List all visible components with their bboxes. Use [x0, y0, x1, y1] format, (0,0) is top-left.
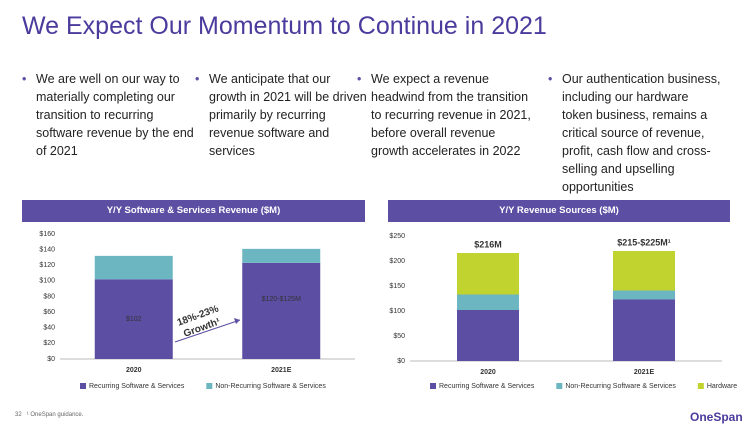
y-tick-label: $100 — [389, 308, 405, 315]
legend-swatch — [556, 383, 563, 389]
legend-label: Recurring Software & Services — [89, 383, 185, 390]
legend-swatch — [697, 383, 704, 389]
value-label: $102 — [126, 316, 142, 323]
legend-label: Non-Recurring Software & Services — [215, 383, 326, 390]
y-tick-label: $40 — [43, 325, 55, 332]
bullet: We expect a revenue headwind from the tr… — [357, 70, 531, 160]
bar-segment — [457, 253, 519, 295]
y-tick-label: $160 — [39, 231, 55, 238]
bar-segment — [613, 290, 675, 300]
x-tick-label: 2021E — [634, 369, 655, 376]
x-tick-label: 2020 — [126, 367, 142, 374]
legend-label: Non-Recurring Software & Services — [565, 383, 676, 390]
chart-title: Y/Y Revenue Sources ($M) — [388, 200, 730, 222]
annotation: $120-$125M — [262, 296, 301, 303]
legend-swatch — [80, 383, 86, 389]
x-tick-label: 2020 — [480, 369, 496, 376]
y-tick-label: $140 — [39, 246, 55, 253]
legend-label: Recurring Software & Services — [439, 383, 535, 390]
bullet: We anticipate that our growth in 2021 wi… — [195, 70, 369, 160]
y-tick-label: $200 — [389, 258, 405, 265]
y-tick-label: $0 — [47, 356, 55, 363]
y-tick-label: $100 — [39, 278, 55, 285]
total-label: $216M — [474, 239, 502, 249]
y-tick-label: $20 — [43, 340, 55, 347]
bullet: Our authentication business, including o… — [548, 70, 722, 196]
total-label: $215-$225M¹ — [617, 237, 671, 247]
arrow-head — [234, 318, 240, 324]
bar-segment — [457, 310, 519, 361]
bullet: We are well on our way to materially com… — [22, 70, 196, 160]
y-tick-label: $150 — [389, 283, 405, 290]
bar-segment — [94, 279, 173, 359]
y-tick-label: $250 — [389, 233, 405, 240]
y-tick-label: $120 — [39, 262, 55, 269]
bar-segment — [457, 294, 519, 310]
y-tick-label: $80 — [43, 293, 55, 300]
legend-swatch — [430, 383, 436, 389]
logo: OneSpan — [690, 410, 743, 424]
bar-segment — [242, 248, 321, 263]
x-tick-label: 2021E — [271, 367, 292, 374]
chart-title: Y/Y Software & Services Revenue ($M) — [22, 200, 365, 222]
growth-arrow — [174, 319, 241, 343]
footnote: ¹ OneSpan guidance. — [26, 412, 84, 418]
y-tick-label: $0 — [397, 358, 405, 365]
bar-segment — [613, 251, 675, 291]
legend-swatch — [206, 383, 213, 389]
bar-segment — [94, 255, 173, 280]
y-tick-label: $60 — [43, 309, 55, 316]
page-number: 32 — [15, 412, 22, 418]
slide-title: We Expect Our Momentum to Continue in 20… — [22, 12, 547, 40]
bar-segment — [242, 262, 321, 359]
legend-label: Hardware — [707, 383, 737, 390]
y-tick-label: $50 — [393, 333, 405, 340]
footer: 32 ¹ OneSpan guidance. — [15, 412, 83, 418]
bar-segment — [613, 299, 675, 361]
